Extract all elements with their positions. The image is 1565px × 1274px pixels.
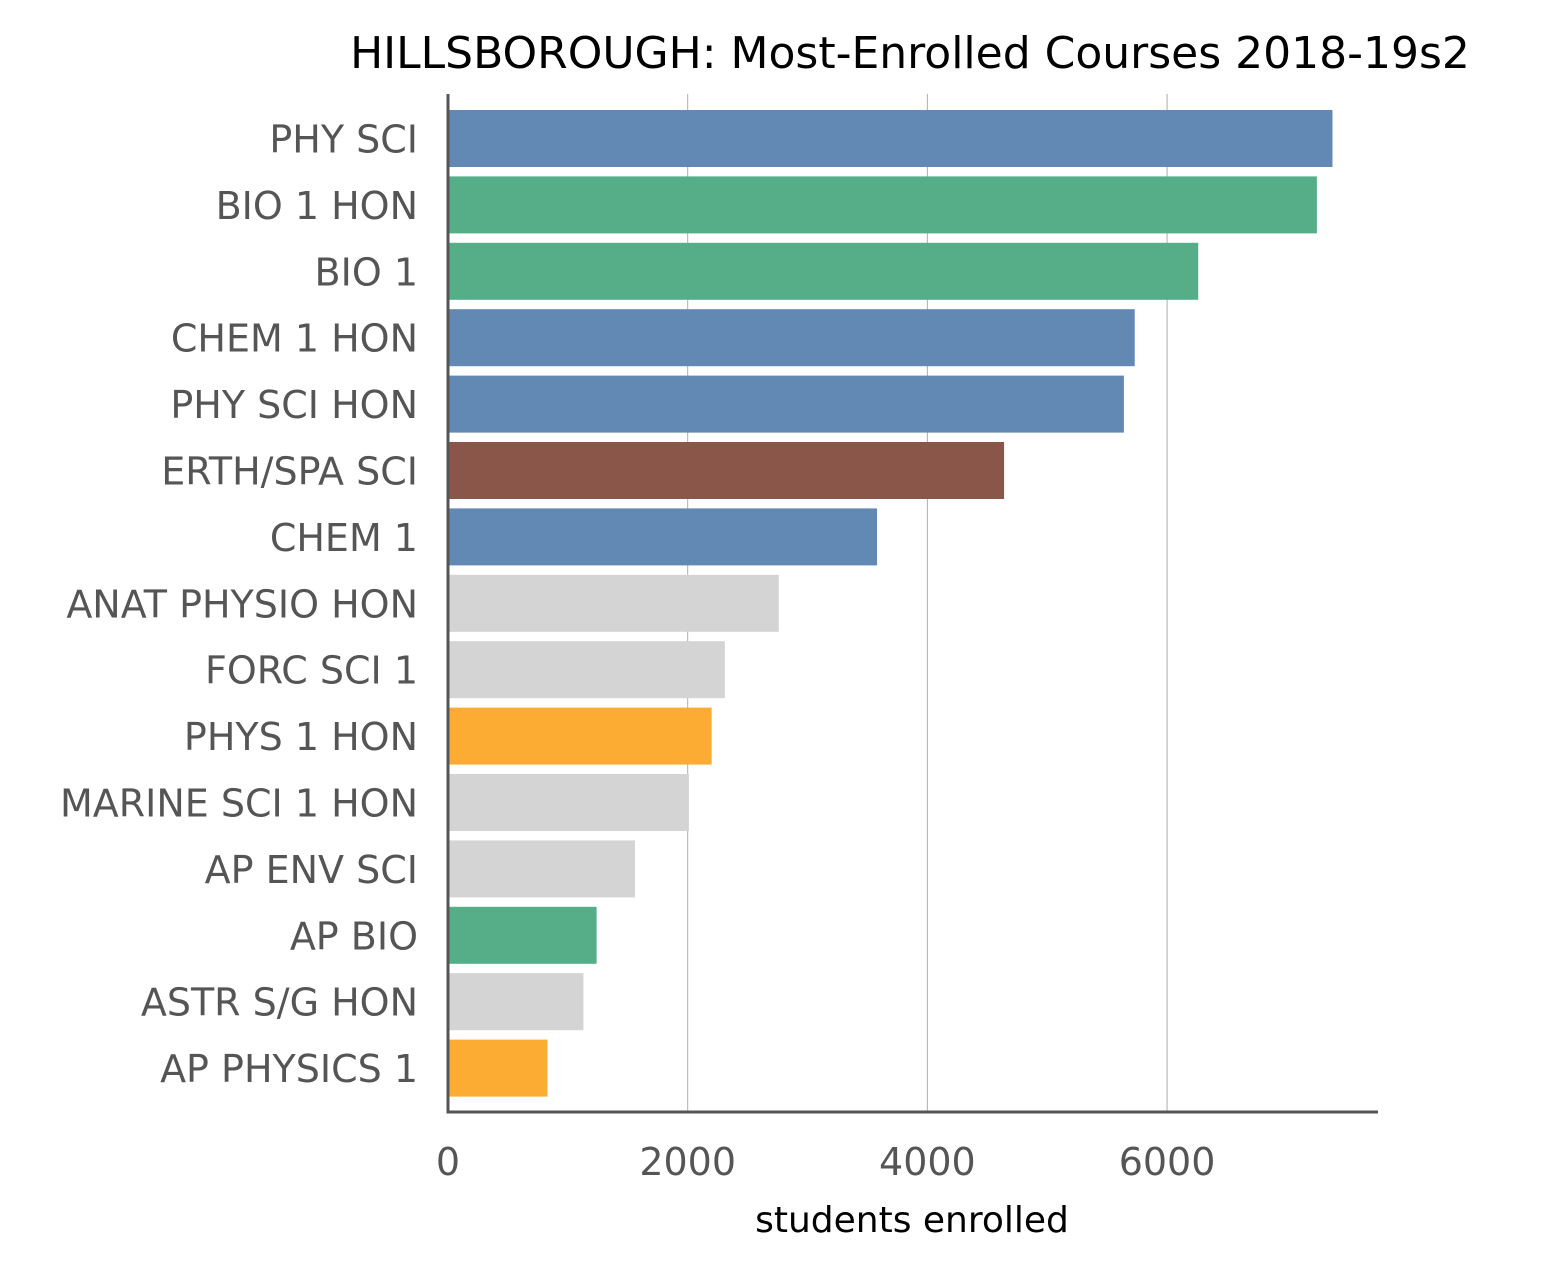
axes	[446, 94, 1378, 1114]
category-label: PHY SCI HON	[170, 383, 418, 427]
bar	[448, 309, 1135, 367]
x-tick-label: 4000	[879, 1140, 976, 1184]
bar	[448, 641, 725, 699]
bar	[448, 375, 1124, 433]
bar	[448, 906, 597, 964]
bar	[448, 707, 712, 765]
category-label: CHEM 1	[270, 516, 418, 560]
category-label: AP BIO	[290, 914, 418, 958]
bar	[448, 840, 635, 898]
category-label: ASTR S/G HON	[141, 981, 418, 1025]
bar	[448, 242, 1199, 300]
category-label: ANAT PHYSIO HON	[66, 582, 418, 626]
category-label: PHYS 1 HON	[184, 715, 418, 759]
category-labels: PHY SCI BIO 1 HON BIO 1 CHEM 1 HON PHY SCI H…	[60, 118, 418, 1092]
chart-title: HILLSBOROUGH: Most-Enrolled Courses 2018…	[350, 28, 1470, 79]
bar	[448, 774, 689, 831]
bars	[448, 110, 1333, 1097]
bar	[448, 973, 584, 1031]
category-label: BIO 1	[315, 250, 418, 294]
x-tick-label: 2000	[639, 1140, 736, 1184]
x-tick-label: 0	[436, 1140, 460, 1184]
category-label: BIO 1 HON	[216, 184, 418, 228]
category-label: MARINE SCI 1 HON	[60, 782, 418, 826]
x-axis-title: students enrolled	[755, 1200, 1069, 1241]
category-label: FORC SCI 1	[205, 649, 418, 693]
category-label: CHEM 1 HON	[171, 317, 418, 361]
x-tick-label: 6000	[1119, 1140, 1216, 1184]
category-label: ERTH/SPA SCI	[161, 450, 418, 494]
x-tick-labels: 0 2000 4000 6000	[436, 1140, 1216, 1184]
bar	[448, 176, 1317, 234]
bar	[448, 508, 878, 566]
bar	[448, 110, 1333, 167]
category-label: AP ENV SCI	[205, 848, 418, 892]
bar	[448, 574, 779, 632]
bar	[448, 442, 1005, 499]
category-label: AP PHYSICS 1	[160, 1047, 418, 1091]
bar	[448, 1039, 548, 1097]
category-label: PHY SCI	[269, 118, 418, 162]
